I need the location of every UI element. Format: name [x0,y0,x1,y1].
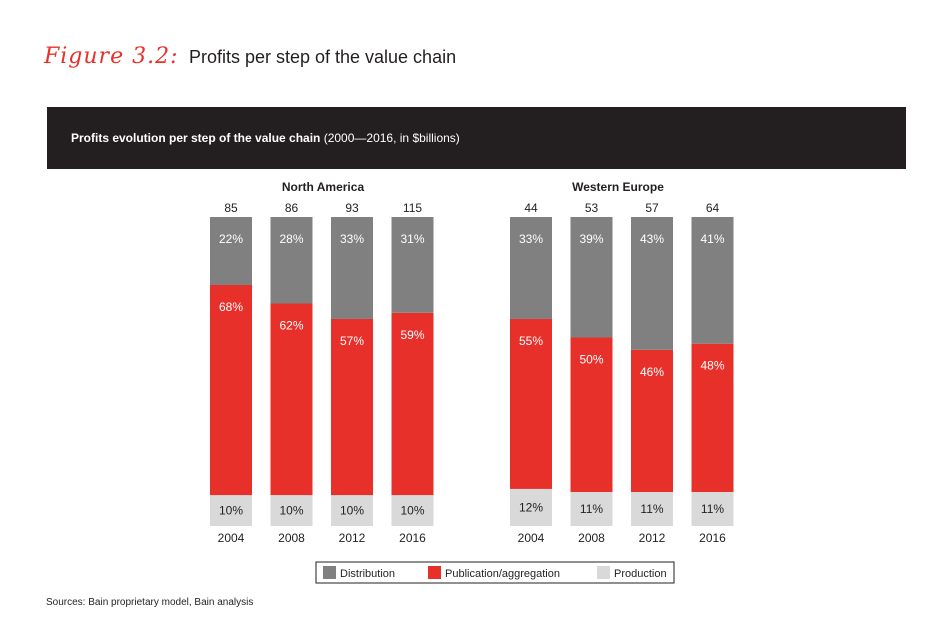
x-tick-label: 2004 [518,531,545,545]
bar-segment-production [331,495,373,526]
x-tick-label: 2004 [218,531,245,545]
legend-label-distribution: Distribution [340,568,395,580]
bar-segment-publication [270,303,313,496]
bar-segment-production [631,492,673,526]
bar-total-label: 57 [645,201,659,215]
x-tick-label: 2008 [278,531,305,545]
bar-segment-production [691,492,734,526]
x-tick-label: 2016 [699,531,726,545]
figure-heading: Profits per step of the value chain [188,47,457,67]
data-label: 39% [579,232,603,246]
banner-subtitle: (2000—2016, in $billions) [320,131,460,145]
source-note: Sources: Bain proprietary model, Bain an… [46,597,254,608]
bar-segment-production [570,492,613,526]
bar-total-label: 115 [403,201,422,215]
legend-swatch-distribution [323,566,336,579]
data-label: 28% [279,232,303,246]
bar-segment-production [510,488,552,526]
data-label: 11% [580,502,603,516]
data-label: 10% [219,504,243,518]
legend-label-production: Production [614,568,667,580]
bar-total-label: 86 [285,201,299,215]
data-label: 62% [279,319,303,333]
data-label: 50% [579,353,603,367]
bar-segment-distribution [270,217,313,304]
bar-segment-publication [570,337,613,493]
figure-label: Figure 3.2: [44,44,179,69]
legend-box [315,561,675,584]
x-tick-label: 2016 [399,531,426,545]
data-label: 48% [700,359,724,373]
x-tick-label: 2008 [578,531,605,545]
bar-segment-distribution [691,217,734,344]
data-label: 10% [340,504,364,518]
bar-total-label: 53 [585,201,599,215]
bar-total-label: 85 [224,201,238,215]
data-label: 41% [700,232,724,246]
x-tick-label: 2012 [639,531,666,545]
banner-title: Profits evolution per step of the value … [71,131,321,145]
data-label: 12% [519,500,543,514]
bar-segment-distribution [570,217,613,338]
bar-total-label: 44 [524,201,538,215]
bar-segment-distribution [210,217,252,285]
data-label: 10% [279,504,303,518]
bar-segment-distribution [331,217,373,319]
data-label: 55% [519,334,543,348]
data-label: 22% [219,232,243,246]
bar-segment-publication [391,312,434,496]
bar-segment-publication [510,318,552,489]
bar-segment-distribution [510,217,552,319]
legend-label-publication: Publication/aggregation [445,568,560,580]
data-label: 31% [400,232,424,246]
bar-segment-production [210,495,252,526]
bar-segment-distribution [631,217,673,350]
bar-segment-publication [331,318,373,496]
bar-segment-production [270,495,313,526]
data-label: 11% [640,502,663,516]
data-label: 33% [340,232,364,246]
bar-total-label: 64 [706,201,720,215]
data-label: 33% [519,232,543,246]
data-label: 10% [400,504,424,518]
bar-total-label: 93 [345,201,359,215]
data-label: 59% [400,328,424,342]
chart-banner: Profits evolution per step of the value … [47,107,906,169]
data-label: 11% [701,502,724,516]
bar-segment-production [391,495,434,526]
bar-segment-publication [631,349,673,493]
legend-swatch-publication [428,566,441,579]
data-label: 57% [340,334,364,348]
data-label: 43% [640,232,664,246]
figure-title: Figure 3.2: Profits per step of the valu… [44,44,456,74]
data-label: 68% [219,300,243,314]
western-europe-title: Western Europe [572,180,664,194]
bar-segment-publication [691,343,734,493]
north-america-title: North America [282,180,365,194]
x-tick-label: 2012 [339,531,366,545]
bar-segment-distribution [391,217,434,313]
data-label: 46% [640,365,664,379]
bar-segment-publication [210,284,252,496]
legend-swatch-production [597,566,610,579]
